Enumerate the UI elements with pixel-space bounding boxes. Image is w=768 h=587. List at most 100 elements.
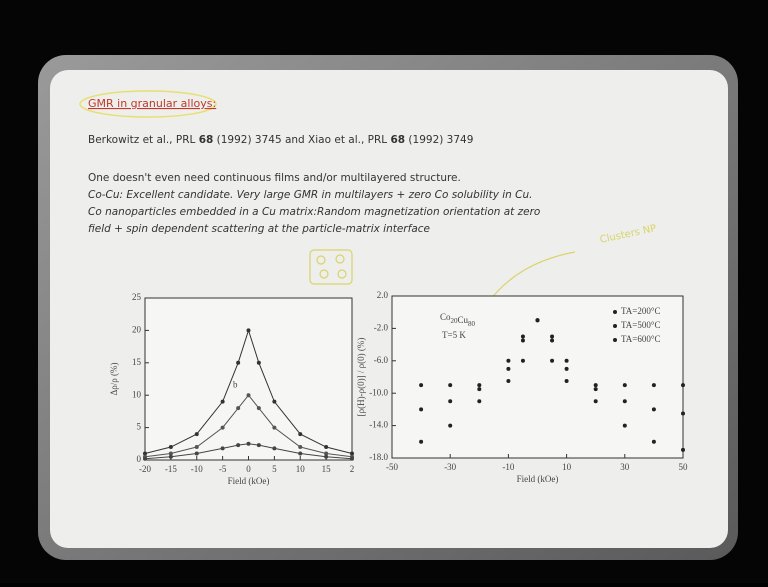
legend-label: TA=600°C [621, 334, 660, 344]
data-point [419, 407, 424, 412]
citation-part: Berkowitz et al., PRL [88, 134, 199, 146]
y-tick-label: -6.0 [374, 355, 389, 365]
y-tick-label: -18.0 [369, 452, 388, 462]
citation-part: 68 [199, 134, 214, 146]
data-point [564, 379, 569, 384]
legend-label: TA=200°C [621, 306, 660, 316]
data-point [236, 443, 241, 448]
legend-marker [613, 338, 617, 342]
legend-label: TA=500°C [621, 320, 660, 330]
x-tick-label: -10 [191, 464, 203, 474]
citation-part: 68 [390, 134, 405, 146]
y-tick-label: 20 [132, 324, 142, 334]
sample-label-part: 80 [468, 320, 476, 328]
data-point [298, 445, 303, 450]
citation: Berkowitz et al., PRL 68 (1992) 3745 and… [88, 134, 473, 146]
slide-title: GMR in granular alloys: [88, 97, 216, 110]
y-tick-label: 10 [132, 389, 142, 399]
y-tick-label: -14.0 [369, 420, 388, 430]
data-point [246, 328, 251, 333]
data-point [681, 383, 685, 388]
data-point [419, 439, 424, 444]
legend-marker [613, 310, 617, 314]
data-point [681, 411, 685, 416]
x-tick-label: 50 [679, 462, 689, 472]
sample-label-part: Co [440, 312, 451, 322]
x-tick-label: 15 [322, 464, 332, 474]
data-point [246, 393, 251, 398]
x-tick-label: 10 [562, 462, 572, 472]
data-point [350, 456, 354, 461]
x-tick-label: 30 [620, 462, 630, 472]
data-point [194, 445, 199, 450]
data-point [477, 399, 482, 404]
data-point [681, 447, 685, 452]
data-point [535, 318, 540, 323]
data-point [419, 383, 424, 388]
data-point [272, 425, 277, 430]
data-point [651, 439, 656, 444]
data-point [622, 423, 627, 428]
sample-label-part: 20 [451, 317, 459, 325]
data-point [593, 387, 598, 392]
data-point [143, 456, 147, 461]
data-point [236, 406, 241, 411]
data-point [256, 406, 261, 411]
data-point [298, 432, 303, 437]
data-point [324, 451, 329, 456]
y-axis-label: Δρ/ρ (%) [109, 362, 119, 395]
data-point [550, 338, 555, 343]
data-point [168, 445, 173, 450]
data-point [593, 383, 598, 388]
y-tick-label: 5 [137, 422, 142, 432]
y-tick-label: 2.0 [377, 290, 389, 300]
data-point [272, 446, 277, 451]
x-tick-label: 0 [246, 464, 251, 474]
data-point [477, 387, 482, 392]
data-point [194, 451, 199, 456]
x-tick-label: -20 [139, 464, 151, 474]
data-point [256, 360, 261, 365]
data-point [520, 358, 525, 363]
x-tick-label: -15 [165, 464, 177, 474]
data-point [506, 358, 511, 363]
data-point [220, 425, 225, 430]
citation-part: (1992) 3749 [405, 134, 473, 146]
data-point [651, 407, 656, 412]
data-point [168, 454, 173, 459]
data-point [168, 451, 173, 456]
data-point [350, 451, 354, 456]
y-axis-label: [ρ(H)-ρ(0)] / ρ(0) (%) [356, 338, 366, 417]
y-tick-label: 15 [132, 357, 142, 367]
data-point [220, 399, 225, 404]
paragraph-line: Co-Cu: Excellent candidate. Very large G… [88, 189, 533, 201]
data-point [143, 451, 147, 456]
plot-frame [144, 297, 353, 461]
data-point [220, 446, 225, 451]
data-point [564, 366, 569, 371]
x-tick-label: 2 [350, 464, 355, 474]
x-tick-label: 5 [272, 464, 277, 474]
data-point [593, 399, 598, 404]
data-point [550, 334, 555, 339]
x-tick-label: -10 [502, 462, 514, 472]
y-tick-label: -2.0 [374, 322, 389, 332]
plot-frame [391, 295, 684, 459]
data-point [506, 366, 511, 371]
data-point [477, 383, 482, 388]
data-point [448, 383, 453, 388]
x-tick-label: -5 [219, 464, 227, 474]
curve-label: b [233, 380, 238, 390]
data-point [564, 358, 569, 363]
x-tick-label: 10 [296, 464, 306, 474]
data-point [298, 451, 303, 456]
paragraph-line: field + spin dependent scattering at the… [88, 223, 430, 235]
sample-label-part: Cu [458, 315, 469, 325]
data-point [506, 379, 511, 384]
legend-marker [613, 324, 617, 328]
x-axis-label: Field (kOe) [517, 474, 559, 484]
data-point [448, 423, 453, 428]
x-tick-label: -30 [444, 462, 456, 472]
